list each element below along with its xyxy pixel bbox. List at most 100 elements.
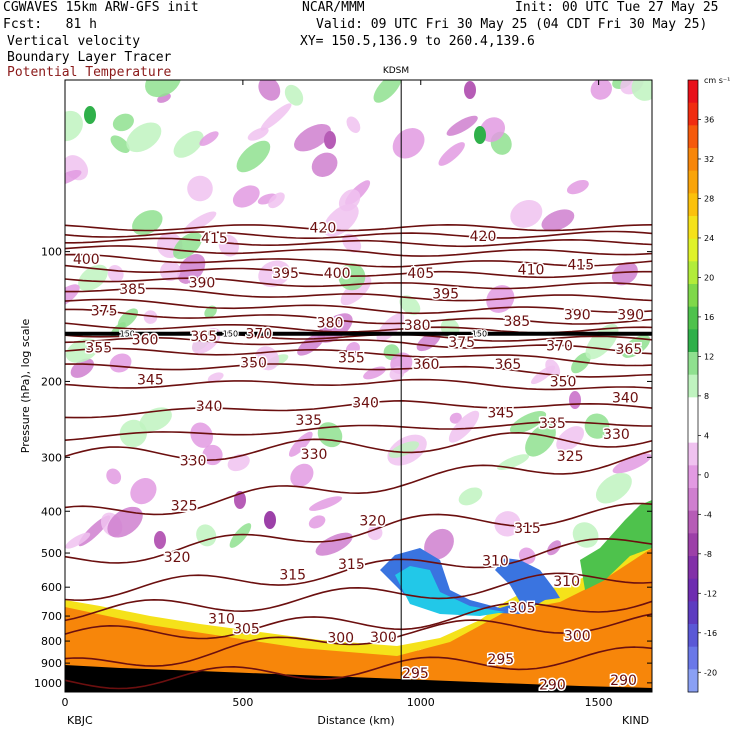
theta-label: 295 (402, 666, 429, 682)
y-tick-label: 200 (41, 375, 62, 388)
colorbar-frame (687, 79, 699, 693)
theta-contour (65, 223, 652, 232)
w-anomaly (346, 116, 361, 133)
plot-frame (64, 79, 653, 693)
colorbar-label: -8 (704, 550, 712, 559)
w-anomaly (112, 113, 134, 132)
theta-label: 325 (171, 499, 198, 515)
theta-contour (65, 245, 652, 257)
colorbar-swatch (688, 533, 698, 557)
theta-label: 300 (370, 630, 397, 646)
colorbar-swatch (688, 420, 698, 444)
colorbar-swatch (688, 193, 698, 217)
tracer-cyan (395, 566, 505, 616)
colorbar-swatch (688, 148, 698, 172)
w-anomaly (107, 506, 143, 538)
colorbar-swatch (688, 646, 698, 670)
w-anomaly (547, 540, 561, 556)
w-anomaly (173, 232, 203, 260)
y-tick-label: 400 (41, 505, 62, 518)
w-anomaly (78, 264, 108, 292)
theta-label: 385 (119, 282, 146, 298)
w-anomaly (509, 411, 547, 434)
theta-label: 360 (132, 333, 159, 349)
w-anomaly (494, 511, 521, 537)
theta-contour (65, 336, 652, 355)
y-axis: 100 200 300 400 500 600 700 800 900 1000 (34, 246, 652, 690)
tracer-contour-label: 150 (120, 330, 135, 339)
x-tick-label: 0 (62, 696, 69, 709)
y-tick-label: 900 (41, 657, 62, 670)
colorbar-swatch (688, 80, 698, 104)
theta-label: 320 (164, 550, 191, 566)
theta-label: 420 (470, 229, 497, 245)
w-core (569, 391, 581, 409)
w-anomaly (479, 117, 505, 142)
w-anomaly (199, 131, 219, 146)
w-anomaly (207, 372, 224, 383)
theta-contour (65, 502, 652, 564)
forecast-hour: Fcst: 81 h (3, 17, 97, 32)
w-anomaly (145, 80, 182, 98)
theta-label: 335 (539, 416, 566, 432)
w-anomaly (448, 410, 480, 443)
field-label-theta: Potential Temperature (7, 65, 172, 80)
y-tick-label: 100 (41, 246, 62, 259)
colorbar-label: 16 (704, 313, 714, 322)
vertical-velocity-field (65, 80, 652, 565)
theta-contour (65, 253, 652, 268)
colorbar-swatch (688, 170, 698, 194)
terrain (65, 665, 652, 692)
theta-contour (65, 363, 652, 378)
theta-contour (65, 572, 652, 622)
theta-label: 310 (553, 574, 580, 590)
w-anomaly (130, 478, 157, 505)
theta-contour (65, 431, 652, 462)
theta-label: 400 (73, 252, 100, 268)
theta-label: 355 (85, 341, 112, 357)
w-anomaly (290, 463, 314, 487)
w-anomaly (236, 140, 271, 173)
tracer-level-line: 150 150 150 (65, 328, 652, 340)
w-anomaly (392, 128, 425, 159)
theta-label: 365 (495, 357, 522, 373)
w-anomaly (611, 262, 638, 286)
y-tick-label: 600 (41, 581, 62, 594)
theta-label: 310 (482, 553, 509, 569)
theta-contour (65, 347, 652, 367)
theta-contour (65, 237, 652, 248)
w-anomaly (367, 525, 383, 541)
theta-label: 325 (557, 449, 584, 465)
colorbar-label: -20 (704, 668, 717, 677)
w-anomaly (399, 295, 421, 316)
theta-label: 355 (338, 350, 365, 366)
colorbar-swatch (688, 238, 698, 262)
colorbar-swatch (688, 125, 698, 149)
theta-label: 395 (272, 266, 299, 282)
w-core (464, 81, 476, 99)
init-time: Init: 00 UTC Tue 27 May 25 (515, 0, 719, 15)
w-anomaly (126, 122, 162, 153)
w-anomaly (294, 123, 331, 152)
tracer-yellow (65, 540, 652, 656)
theta-label: 375 (448, 335, 475, 351)
theta-label: 305 (233, 621, 260, 637)
w-anomaly (424, 528, 454, 560)
colorbar-swatch (688, 352, 698, 376)
theta-label: 340 (352, 396, 379, 412)
colorbar-swatch (688, 261, 698, 285)
colorbar-swatch (688, 329, 698, 353)
w-anomaly (229, 523, 252, 548)
w-anomaly (247, 127, 269, 141)
w-anomaly (107, 265, 124, 283)
y-tick-label: 500 (41, 547, 62, 560)
theta-label: 290 (610, 673, 637, 689)
station-right-label: KIND (622, 714, 649, 727)
theta-label: 360 (413, 357, 440, 373)
theta-contour (65, 399, 652, 419)
colorbar-label: 32 (704, 155, 714, 164)
y-axis-title: Pressure (hPa), log scale (19, 319, 32, 454)
theta-label: 300 (327, 631, 354, 647)
theta-contour (65, 277, 652, 290)
colorbar-label: 28 (704, 194, 714, 203)
